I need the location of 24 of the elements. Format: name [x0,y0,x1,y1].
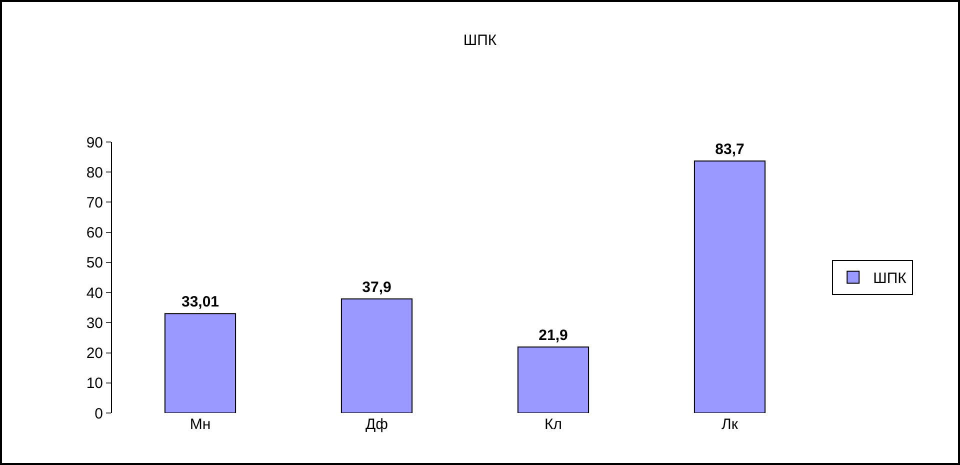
text: 83,7 [715,140,744,158]
y-tick-label: 50 [86,254,103,272]
y-tick-label: 30 [86,314,103,332]
x-tick-label: Кл [544,416,562,433]
bar [164,313,236,413]
y-tick-label: 80 [86,164,103,182]
y-tick-label: 10 [86,375,103,392]
chart-title: ШПК [463,32,497,49]
y-tick-label: 60 [86,224,103,242]
x-tick-label: Мн [190,416,211,433]
text: 33,01 [181,294,220,311]
bar [340,298,413,413]
y-tick-label: 70 [86,194,103,212]
x-tick-label: Дф [366,416,388,433]
y-tick-label: 20 [86,345,103,362]
y-tick-label: 0 [94,405,103,422]
y-tick-label: 40 [86,284,103,302]
text: 37,9 [362,278,392,296]
bar [694,160,766,413]
legend-label: ШПК [873,270,907,288]
x-tick-label: Лк [722,416,738,433]
bar [517,346,590,413]
text: 21,9 [538,327,568,344]
y-tick-label: 90 [86,134,103,152]
